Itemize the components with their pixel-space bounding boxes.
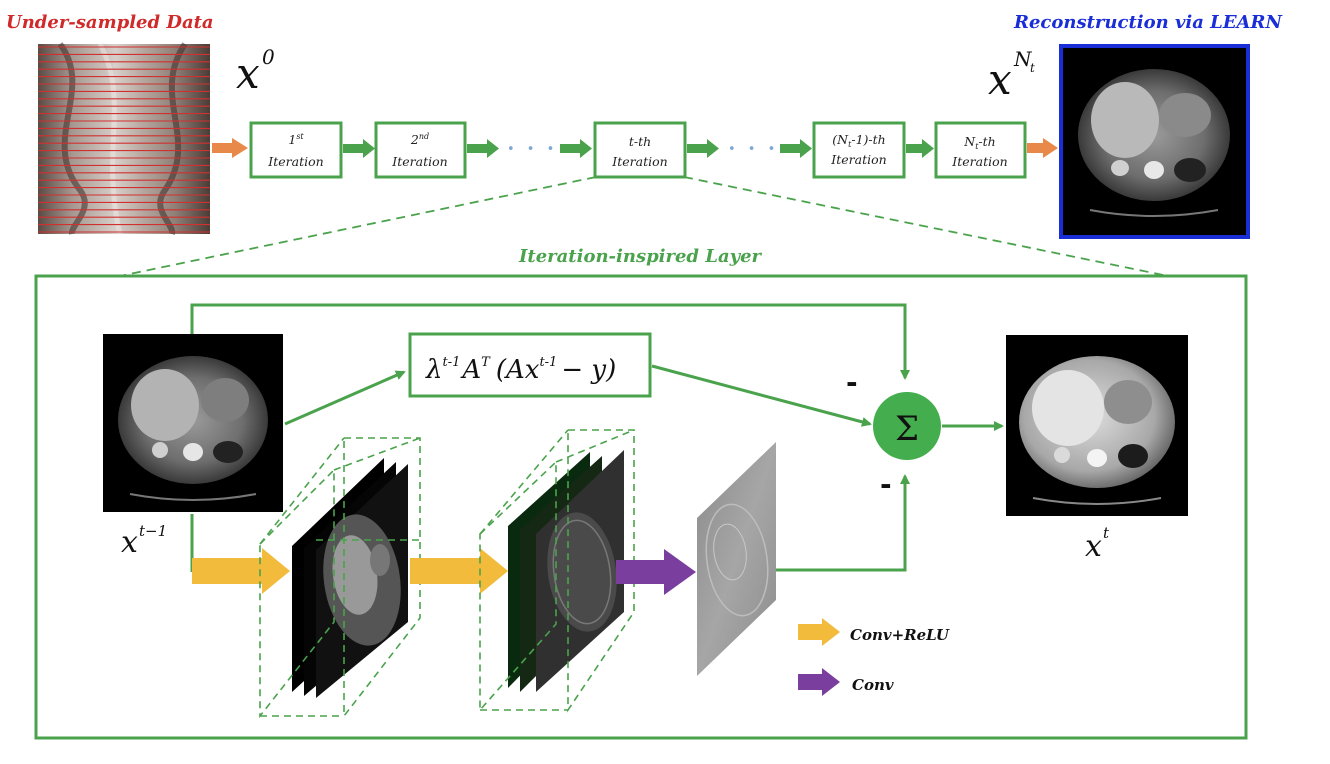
ellipsis-1: • • • (507, 142, 558, 157)
arrow-2-dots (467, 139, 499, 158)
zoom-line-left (119, 176, 597, 277)
title-undersampled: Under-sampled Data (6, 12, 214, 33)
iteration-box-2: 2nd Iteration (374, 121, 467, 179)
svg-text:t: t (1030, 61, 1035, 75)
iteration-box-1: 1st Iteration (249, 121, 343, 179)
svg-text:N: N (1013, 47, 1033, 71)
iteration-layer-frame (34, 274, 1248, 740)
legend-conv: Conv (798, 668, 894, 696)
title-reconstruction: Reconstruction via LEARN (1013, 12, 1283, 33)
legend: Conv+ReLU Conv (798, 618, 950, 696)
svg-text:0: 0 (262, 45, 275, 69)
label-xNt: x N t (988, 47, 1035, 104)
svg-text:Σ: Σ (895, 409, 919, 449)
skip-connection-top (190, 303, 910, 380)
conv-relu-arrow-1 (192, 548, 290, 594)
residual-map (697, 442, 776, 676)
iteration-box-nt-1: (Nt-1)-th Iteration (812, 121, 906, 179)
minus-sign-bottom: - (880, 468, 892, 501)
svg-text:Iteration: Iteration (611, 154, 667, 169)
svg-text:(Nt-1)-th: (Nt-1)-th (832, 132, 885, 149)
svg-text:x: x (1085, 529, 1102, 564)
title-iteration-layer: Iteration-inspired Layer (518, 246, 763, 267)
orange-arrow-in (212, 138, 248, 158)
svg-text:t−1: t−1 (139, 522, 167, 540)
label-x0: x 0 (236, 45, 275, 98)
legend-conv-relu: Conv+ReLU (798, 618, 950, 646)
svg-text:Iteration: Iteration (267, 154, 323, 169)
svg-text:Iteration: Iteration (391, 154, 447, 169)
label-x-t: x t (1085, 524, 1110, 564)
arrow-dots-t (560, 139, 592, 158)
arrow-dots-nt1 (780, 139, 812, 158)
arrow-1-2 (343, 139, 375, 158)
svg-text:Conv+ReLU: Conv+ReLU (850, 626, 950, 644)
sinogram-image (38, 42, 210, 235)
arrow-formula-to-sum (651, 364, 872, 427)
svg-text:x: x (988, 55, 1012, 104)
svg-text:Iteration: Iteration (830, 152, 886, 167)
formula-box: λt-1AT (Axt-1− y) (408, 332, 652, 398)
arrow-residual-to-sum (776, 474, 910, 572)
orange-arrow-out (1027, 138, 1058, 158)
iteration-box-t: t-th Iteration (593, 121, 687, 179)
conv-relu-arrow-2 (410, 548, 508, 594)
svg-text:Conv: Conv (852, 676, 894, 694)
svg-text:Iteration: Iteration (951, 154, 1007, 169)
svg-text:t: t (1103, 524, 1110, 542)
svg-text:Nt-th: Nt-th (963, 134, 995, 151)
svg-text:1st: 1st (288, 132, 304, 147)
feature-stack-1 (259, 437, 421, 719)
input-ct-image (103, 334, 283, 512)
svg-text:x: x (121, 525, 138, 560)
output-ct-image (1006, 335, 1188, 516)
zoom-line-right (683, 176, 1169, 277)
conv-arrow (616, 549, 696, 595)
svg-text:λt-1AT(Axt-1− y): λt-1AT (Axt-1− y) (425, 355, 616, 385)
label-x-t-1: x t−1 (121, 522, 167, 560)
svg-text:x: x (236, 49, 260, 98)
arrow-nt1-nt (906, 139, 934, 158)
iteration-box-nt: Nt-th Iteration (934, 121, 1027, 179)
arrow-to-formula (284, 370, 406, 426)
svg-text:2nd: 2nd (410, 132, 429, 147)
feature-stack-2 (479, 429, 635, 713)
svg-text:t-th: t-th (629, 134, 651, 149)
arrow-t-dots (687, 139, 719, 158)
minus-sign-top: - (846, 366, 858, 399)
sum-node: Σ (873, 392, 941, 460)
ellipsis-2: • • • (728, 142, 779, 157)
reconstruction-ct-image (1059, 44, 1250, 239)
